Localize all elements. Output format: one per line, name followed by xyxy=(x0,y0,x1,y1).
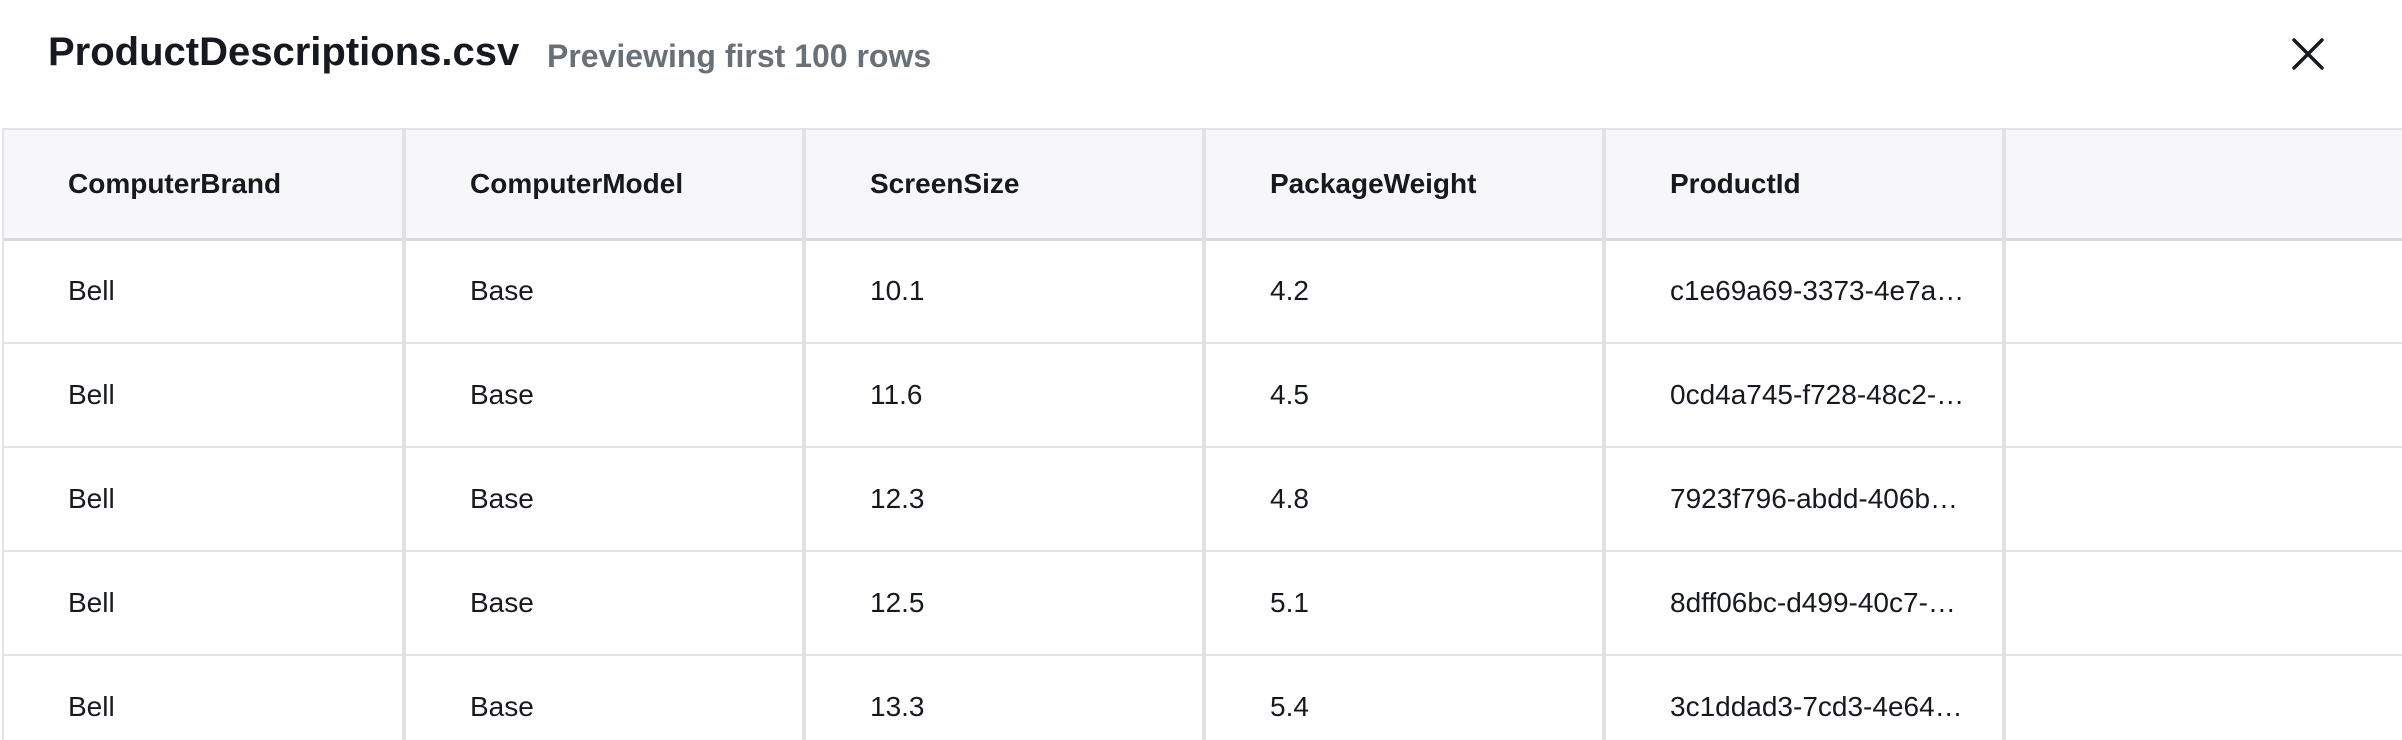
column-header-computer-brand: ComputerBrand xyxy=(4,128,406,241)
table-row: Bell Base 12.3 4.8 7923f796-abdd-406b… xyxy=(4,447,2402,552)
modal-header: ProductDescriptions.csv Previewing first… xyxy=(0,0,2402,128)
table-cell: 7923f796-abdd-406b… xyxy=(1604,447,2006,552)
table-cell xyxy=(2004,655,2402,740)
preview-table-container[interactable]: ComputerBrand ComputerModel ScreenSize P… xyxy=(2,128,2402,740)
table-row: Bell Base 10.1 4.2 c1e69a69-3373-4e7a… xyxy=(4,239,2402,344)
preview-subtitle: Previewing first 100 rows xyxy=(547,38,932,74)
column-header-screen-size: ScreenSize xyxy=(804,128,1206,241)
table-cell: 4.5 xyxy=(1204,343,1606,448)
table-cell: c1e69a69-3373-4e7a… xyxy=(1604,239,2006,344)
table-cell xyxy=(2004,239,2402,344)
table-cell: 0cd4a745-f728-48c2-… xyxy=(1604,343,2006,448)
table-row: Bell Base 13.3 5.4 3c1ddad3-7cd3-4e64… xyxy=(4,655,2402,740)
table-cell: 3c1ddad3-7cd3-4e64… xyxy=(1604,655,2006,740)
table-cell: 5.4 xyxy=(1204,655,1606,740)
table-cell: 13.3 xyxy=(804,655,1206,740)
table-cell xyxy=(2004,551,2402,656)
table-header-row: ComputerBrand ComputerModel ScreenSize P… xyxy=(4,128,2402,241)
table-cell: Bell xyxy=(4,655,406,740)
column-header-product-id: ProductId xyxy=(1604,128,2006,241)
table-cell: 4.8 xyxy=(1204,447,1606,552)
table-cell: Bell xyxy=(4,447,406,552)
table-cell: Base xyxy=(404,551,806,656)
column-header-package-weight: PackageWeight xyxy=(1204,128,1606,241)
table-cell xyxy=(2004,343,2402,448)
table-cell: 8dff06bc-d499-40c7-… xyxy=(1604,551,2006,656)
table-cell xyxy=(2004,447,2402,552)
table-cell: Base xyxy=(404,239,806,344)
table-cell: Base xyxy=(404,447,806,552)
column-header-empty xyxy=(2004,128,2402,241)
table-cell: Bell xyxy=(4,551,406,656)
table-cell: Bell xyxy=(4,239,406,344)
table-cell: Base xyxy=(404,343,806,448)
table-cell: 12.3 xyxy=(804,447,1206,552)
close-icon xyxy=(2292,38,2324,70)
table-cell: 4.2 xyxy=(1204,239,1606,344)
table-cell: 10.1 xyxy=(804,239,1206,344)
table-row: Bell Base 11.6 4.5 0cd4a745-f728-48c2-… xyxy=(4,343,2402,448)
preview-table: ComputerBrand ComputerModel ScreenSize P… xyxy=(4,128,2402,740)
table-cell: 12.5 xyxy=(804,551,1206,656)
modal-title: ProductDescriptions.csv xyxy=(48,30,520,74)
table-cell: Base xyxy=(404,655,806,740)
table-cell: 11.6 xyxy=(804,343,1206,448)
close-button[interactable] xyxy=(2284,30,2332,78)
table-cell: 5.1 xyxy=(1204,551,1606,656)
table-cell: Bell xyxy=(4,343,406,448)
table-row: Bell Base 12.5 5.1 8dff06bc-d499-40c7-… xyxy=(4,551,2402,656)
column-header-computer-model: ComputerModel xyxy=(404,128,806,241)
